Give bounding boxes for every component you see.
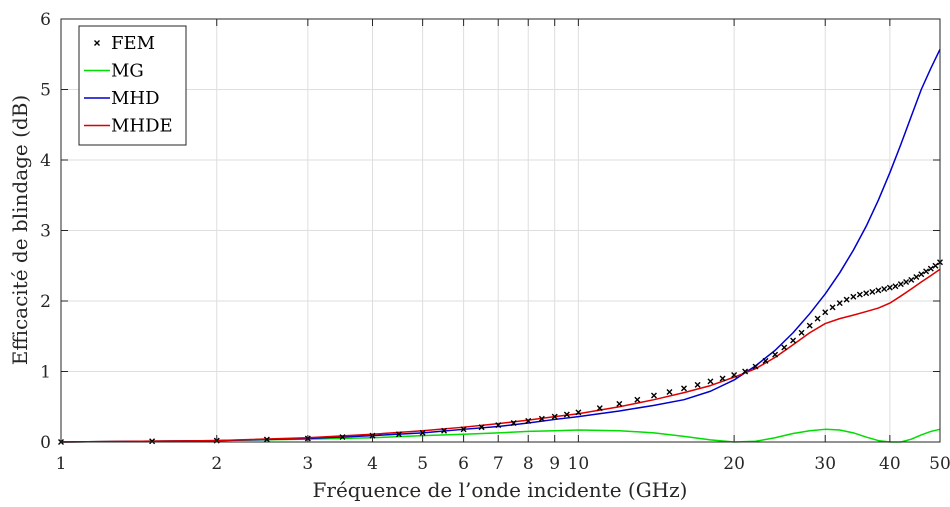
y-axis-title: Efficacité de blindage (dB) xyxy=(8,95,32,365)
x-tick-label: 50 xyxy=(929,454,950,474)
data-point xyxy=(913,274,920,281)
legend-item-mhd: MHD xyxy=(84,88,160,109)
data-point xyxy=(707,378,714,385)
data-point xyxy=(551,413,558,420)
data-point xyxy=(875,287,882,294)
data-point xyxy=(892,283,899,290)
data-point xyxy=(932,262,939,269)
data-point xyxy=(694,381,701,388)
data-point xyxy=(419,429,426,436)
data-point xyxy=(395,431,402,438)
data-point xyxy=(856,291,863,298)
data-point xyxy=(790,337,797,344)
data-point xyxy=(903,278,910,285)
data-point xyxy=(563,411,570,418)
data-point xyxy=(478,424,485,431)
data-point xyxy=(781,344,788,351)
data-point xyxy=(923,268,930,275)
legend-label-mg: MG xyxy=(111,61,144,82)
x-tick-label: 3 xyxy=(302,454,313,474)
data-point xyxy=(869,288,876,295)
data-point xyxy=(510,419,517,426)
x-tick-labels: 1 2 3 4 5 6 7 8 9 10 20 30 40 50 xyxy=(56,454,950,474)
data-point xyxy=(460,426,467,433)
legend: FEM MG MHD MHDE xyxy=(78,25,187,146)
x-tick-label: 5 xyxy=(417,454,428,474)
data-point xyxy=(798,329,805,336)
data-point xyxy=(752,363,759,370)
data-point xyxy=(596,405,603,412)
data-point xyxy=(719,375,726,382)
series-mhde-line xyxy=(60,268,941,443)
data-point xyxy=(634,396,641,403)
data-point xyxy=(927,265,934,272)
x-tick-label: 30 xyxy=(814,454,836,474)
data-point xyxy=(881,286,888,293)
legend-item-mg: MG xyxy=(84,61,144,82)
series-fem-markers xyxy=(58,259,943,445)
data-point xyxy=(897,281,904,288)
data-point xyxy=(772,351,779,358)
axis-ticks xyxy=(60,18,941,443)
data-point xyxy=(149,438,156,445)
legend-swatch-fem xyxy=(94,40,100,46)
data-point xyxy=(822,309,829,316)
y-tick-label: 5 xyxy=(40,81,51,101)
y-tick-label: 6 xyxy=(40,10,51,30)
data-point xyxy=(680,385,687,392)
data-point xyxy=(525,417,532,424)
data-point xyxy=(762,357,769,364)
x-tick-label: 2 xyxy=(211,454,222,474)
x-tick-label: 4 xyxy=(367,454,378,474)
y-tick-label: 2 xyxy=(40,292,51,312)
legend-item-mhde: MHDE xyxy=(84,116,173,137)
data-point xyxy=(806,322,813,329)
x-tick-label: 6 xyxy=(458,454,469,474)
data-point xyxy=(731,372,738,379)
legend-label-mhd: MHD xyxy=(111,88,160,109)
grid-lines xyxy=(61,19,940,442)
data-point xyxy=(850,293,857,300)
data-point xyxy=(650,392,657,399)
y-tick-label: 0 xyxy=(40,433,51,453)
x-tick-label: 10 xyxy=(568,454,590,474)
legend-label-fem: FEM xyxy=(111,33,155,54)
x-tick-label: 8 xyxy=(523,454,534,474)
data-point xyxy=(441,427,448,434)
x-tick-label: 1 xyxy=(56,454,67,474)
y-tick-label: 4 xyxy=(40,151,51,171)
data-point xyxy=(339,434,346,441)
data-point xyxy=(495,422,502,429)
legend-label-mhde: MHDE xyxy=(111,116,173,137)
data-point xyxy=(863,290,870,297)
data-point xyxy=(886,284,893,291)
data-point xyxy=(742,368,749,375)
legend-item-fem: FEM xyxy=(94,33,155,54)
x-tick-label: 7 xyxy=(493,454,504,474)
y-tick-label: 3 xyxy=(40,222,51,242)
data-point xyxy=(263,436,270,443)
x-tick-label: 40 xyxy=(879,454,901,474)
x-tick-label: 9 xyxy=(549,454,560,474)
x-axis-title: Fréquence de l’onde incidente (GHz) xyxy=(313,478,688,502)
data-point xyxy=(575,409,582,416)
data-point xyxy=(843,296,850,303)
data-point xyxy=(918,271,925,278)
y-tick-labels: 0 1 2 3 4 5 6 xyxy=(40,10,51,453)
data-point xyxy=(616,400,623,407)
y-tick-label: 1 xyxy=(40,363,51,383)
x-tick-label: 20 xyxy=(723,454,745,474)
data-point xyxy=(666,388,673,395)
data-point xyxy=(538,415,545,422)
data-point xyxy=(814,315,821,322)
data-point xyxy=(908,276,915,283)
data-point xyxy=(829,304,836,311)
data-point xyxy=(836,300,843,307)
